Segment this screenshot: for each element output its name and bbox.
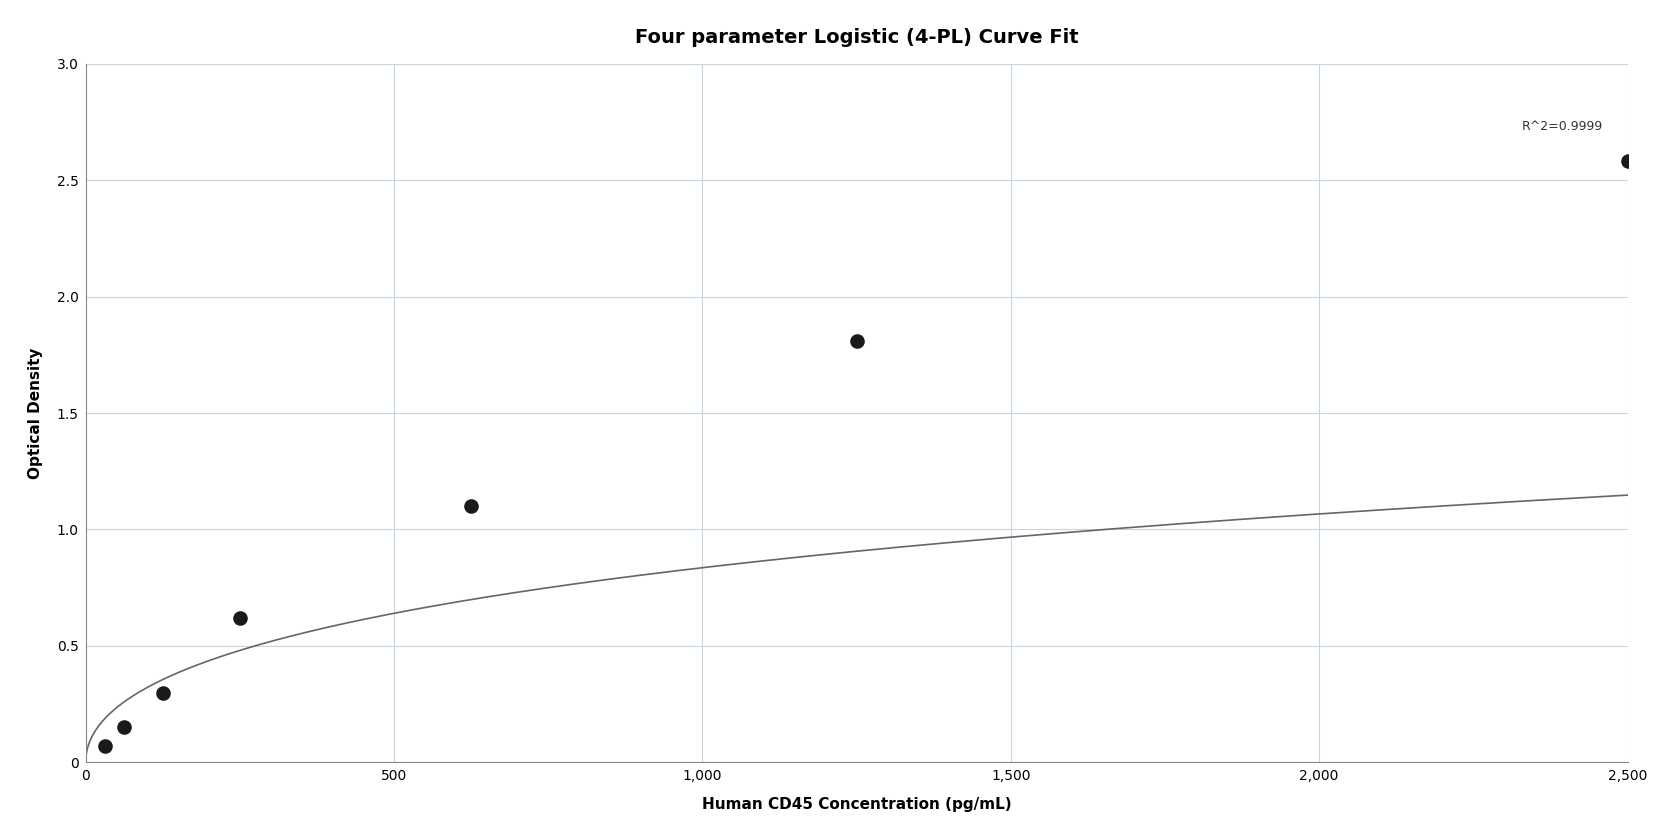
Point	[1615, 155, 1642, 168]
Point	[457, 500, 484, 513]
Point	[111, 721, 137, 734]
Point	[92, 739, 119, 753]
Point	[226, 612, 253, 625]
X-axis label: Human CD45 Concentration (pg/mL): Human CD45 Concentration (pg/mL)	[702, 797, 1012, 812]
Point	[149, 685, 176, 699]
Text: R^2=0.9999: R^2=0.9999	[1521, 120, 1603, 134]
Point	[843, 334, 869, 348]
Title: Four parameter Logistic (4-PL) Curve Fit: Four parameter Logistic (4-PL) Curve Fit	[635, 28, 1079, 47]
Y-axis label: Optical Density: Optical Density	[28, 347, 44, 479]
